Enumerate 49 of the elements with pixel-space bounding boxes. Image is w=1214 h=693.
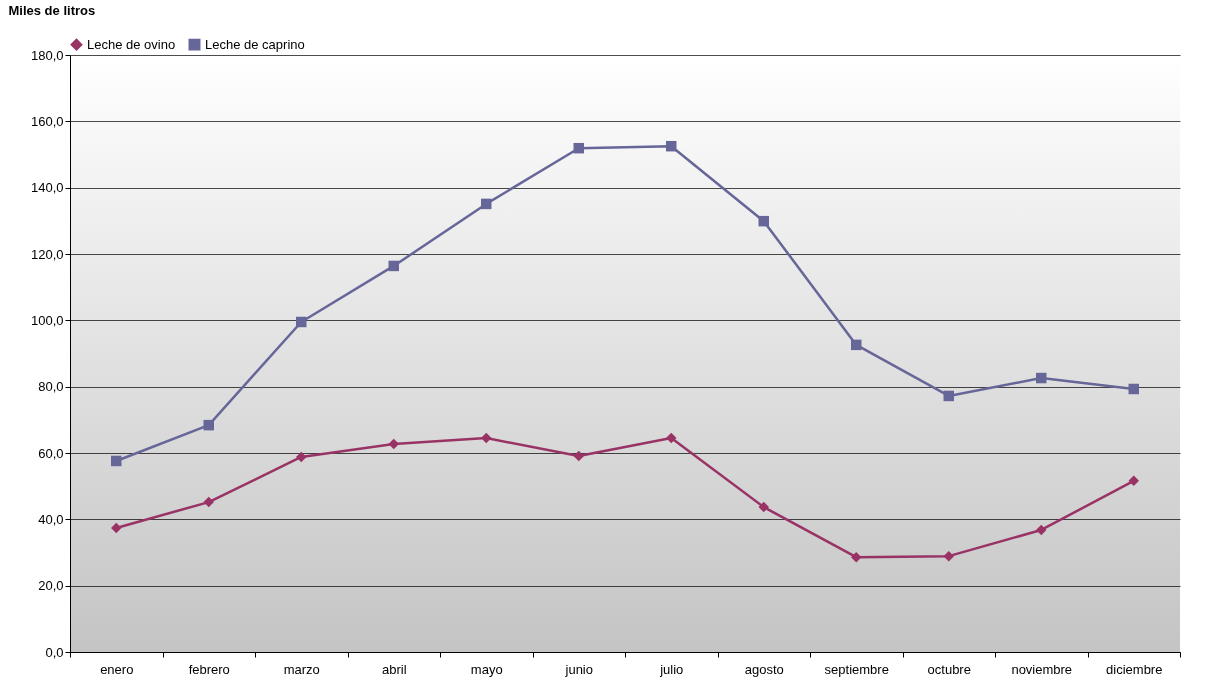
point [758, 501, 769, 513]
x-tick-label: enero [100, 661, 134, 677]
point [1128, 383, 1139, 395]
point [111, 455, 122, 467]
point [758, 215, 769, 227]
x-tick-label: agosto [744, 661, 784, 677]
y-tick-label: 140,0 [30, 180, 64, 196]
point [296, 316, 307, 328]
point [296, 451, 307, 463]
x-tick-label: septiembre [824, 661, 889, 677]
legend-label: Leche de ovino [87, 36, 176, 52]
point [111, 522, 122, 534]
point [1036, 372, 1047, 384]
point [1128, 475, 1139, 487]
x-tick-label: mayo [470, 661, 503, 677]
point [388, 260, 399, 272]
point [573, 142, 584, 154]
y-tick-label: 80,0 [38, 379, 64, 395]
point [666, 140, 677, 152]
x-tick-label: abril [381, 661, 407, 677]
point [573, 450, 584, 462]
y-axis-title: Miles de litros [8, 2, 96, 18]
point [666, 432, 677, 444]
y-tick-label: 60,0 [38, 445, 64, 461]
y-tick-label: 180,0 [30, 47, 64, 63]
y-tick-label: 20,0 [38, 578, 64, 594]
x-tick-label: diciembre [1106, 661, 1163, 677]
point [851, 339, 862, 351]
point [481, 432, 492, 444]
point [943, 550, 954, 562]
x-tick-label: febrero [188, 661, 230, 677]
y-tick-label: 120,0 [30, 246, 64, 262]
y-tick-label: 40,0 [38, 511, 64, 527]
x-tick-label: octubre [927, 661, 971, 677]
point [943, 390, 954, 402]
x-tick-label: marzo [283, 661, 320, 677]
point [481, 198, 492, 210]
point [203, 496, 214, 508]
point [851, 551, 862, 563]
legend-label: Leche de caprino [205, 36, 305, 52]
y-tick-label: 100,0 [30, 312, 64, 328]
point [203, 419, 214, 431]
y-tick-label: 160,0 [30, 113, 64, 129]
x-tick-label: junio [564, 661, 593, 677]
x-tick-label: julio [659, 661, 684, 677]
point [388, 438, 399, 450]
point [1036, 524, 1047, 536]
y-tick-label: 0,0 [45, 644, 64, 660]
x-tick-label: noviembre [1011, 661, 1073, 677]
